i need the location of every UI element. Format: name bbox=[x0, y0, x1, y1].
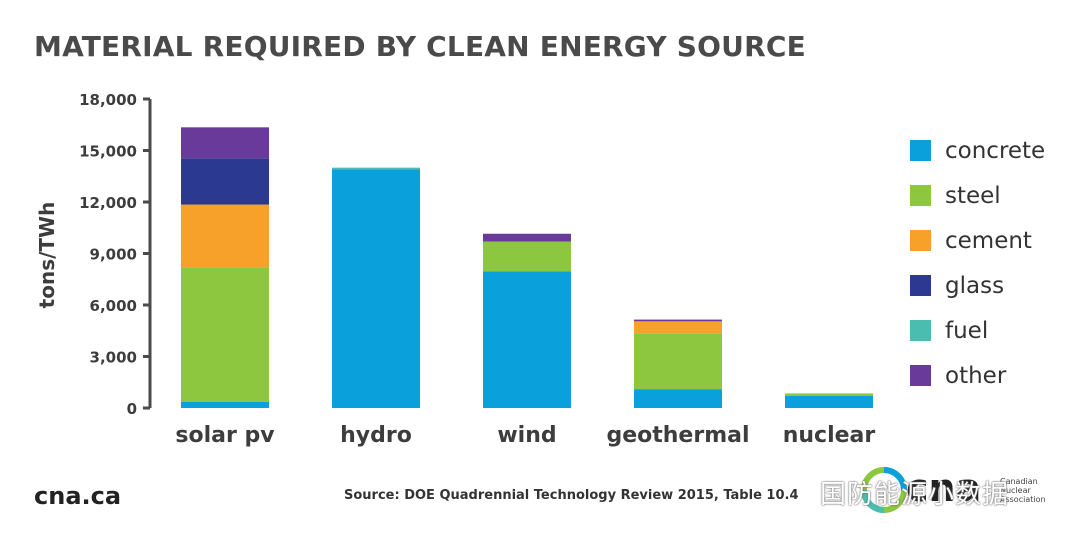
y-tick-label: 9,000 bbox=[90, 246, 137, 264]
logo-text: cna bbox=[906, 466, 982, 510]
legend-label: other bbox=[945, 362, 1007, 389]
logo-subtitle: Canadian Nuclear Association bbox=[1000, 477, 1046, 504]
legend-swatch bbox=[910, 230, 931, 251]
bar-segment-glass bbox=[181, 158, 269, 205]
x-tick-label: wind bbox=[497, 423, 556, 448]
bar-segment-steel bbox=[483, 241, 571, 272]
y-tick-label: 6,000 bbox=[90, 297, 137, 315]
bar-segment-other bbox=[634, 319, 722, 322]
brand-url[interactable]: cna.ca bbox=[34, 482, 122, 510]
bar-segment-other bbox=[181, 127, 269, 159]
legend-item-other: other bbox=[910, 353, 1045, 398]
x-tick-label: nuclear bbox=[783, 423, 876, 448]
x-tick-label: hydro bbox=[340, 423, 412, 448]
legend-item-glass: glass bbox=[910, 263, 1045, 308]
bar-segment-concrete bbox=[634, 389, 722, 408]
legend-swatch bbox=[910, 185, 931, 206]
chart-title: MATERIAL REQUIRED BY CLEAN ENERGY SOURCE bbox=[34, 30, 806, 63]
bar-segment-cement bbox=[181, 204, 269, 268]
bar-segment-steel bbox=[785, 393, 873, 396]
legend-item-cement: cement bbox=[910, 218, 1045, 263]
bar-segment-other bbox=[483, 233, 571, 242]
y-tick-label: 15,000 bbox=[79, 143, 137, 161]
y-tick-label: 3,000 bbox=[90, 349, 137, 367]
y-tick-label: 0 bbox=[127, 400, 137, 418]
legend: concrete steel cement glass fuel other bbox=[910, 128, 1045, 398]
bar-segment-steel bbox=[634, 333, 722, 390]
y-axis: 0 3,000 6,000 9,000 12,000 15,000 18,000 bbox=[79, 91, 152, 418]
legend-swatch bbox=[910, 320, 931, 341]
bar-segment-concrete bbox=[785, 395, 873, 408]
legend-swatch bbox=[910, 140, 931, 161]
watermark-text: 国防能源小数据 bbox=[820, 480, 1010, 510]
bar-segment-steel bbox=[181, 267, 269, 402]
x-tick-label: geothermal bbox=[606, 423, 749, 448]
cna-logo-icon bbox=[861, 467, 907, 513]
bars bbox=[181, 127, 873, 408]
legend-label: fuel bbox=[945, 317, 989, 344]
legend-label: steel bbox=[945, 182, 1001, 209]
legend-swatch bbox=[910, 365, 931, 386]
y-tick-label: 12,000 bbox=[79, 194, 137, 212]
legend-swatch bbox=[910, 275, 931, 296]
x-axis-labels: solar pv hydro wind geothermal nuclear bbox=[175, 423, 875, 448]
bar-segment-concrete bbox=[332, 169, 420, 408]
bar-segment-cement bbox=[634, 321, 722, 334]
legend-item-steel: steel bbox=[910, 173, 1045, 218]
bar-segment-concrete bbox=[181, 401, 269, 408]
legend-item-fuel: fuel bbox=[910, 308, 1045, 353]
legend-item-concrete: concrete bbox=[910, 128, 1045, 173]
source-note: Source: DOE Quadrennial Technology Revie… bbox=[344, 488, 799, 503]
legend-label: glass bbox=[945, 272, 1005, 299]
bar-segment-concrete bbox=[483, 271, 571, 408]
bar-segment-fuel bbox=[332, 167, 420, 170]
legend-label: concrete bbox=[945, 137, 1046, 164]
legend-label: cement bbox=[945, 227, 1032, 254]
y-axis-label: tons/TWh bbox=[35, 202, 59, 309]
x-tick-label: solar pv bbox=[175, 423, 275, 448]
y-tick-label: 18,000 bbox=[79, 91, 137, 109]
